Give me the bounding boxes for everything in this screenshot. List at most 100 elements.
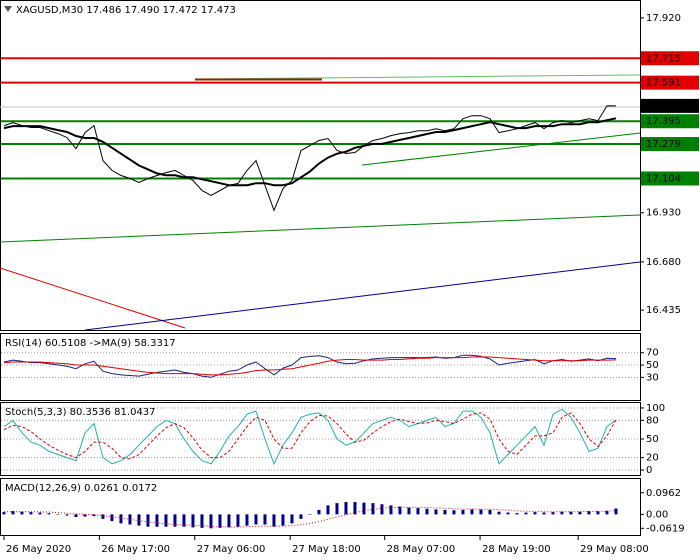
x-tick-label: 26 May 17:00 <box>101 544 170 555</box>
macd-bar <box>614 508 618 515</box>
macd-bar <box>272 514 276 527</box>
panel-title: Stoch(5,3,3) 80.3536 81.0437 <box>5 407 156 418</box>
macd-bar <box>425 508 429 515</box>
y-tick-label: 80 <box>646 415 659 426</box>
macd-bar <box>308 514 312 515</box>
level-label: 17.279 <box>646 139 681 150</box>
macd-bar <box>578 511 582 515</box>
level-label-box <box>641 114 699 129</box>
x-tick-label: 27 May 18:00 <box>292 544 361 555</box>
macd-bar <box>245 514 249 526</box>
macd-bar <box>137 514 141 526</box>
macd-bar <box>353 502 357 515</box>
y-tick-label: 30 <box>646 372 659 383</box>
x-tick-label: 27 May 06:00 <box>197 544 266 555</box>
x-tick-label: 28 May 19:00 <box>482 544 551 555</box>
macd-bar <box>569 511 573 515</box>
macd-bar <box>452 510 456 515</box>
x-tick-label: 26 May 2020 <box>6 544 71 555</box>
macd-bar <box>146 514 150 527</box>
trend-line <box>84 261 641 331</box>
macd-bar <box>587 511 591 515</box>
y-tick-label: -0.0619 <box>646 523 685 534</box>
y-tick-label: 50 <box>646 434 659 445</box>
series-line <box>3 354 617 378</box>
macd-bar <box>209 514 213 529</box>
y-tick-label: 20 <box>646 453 659 464</box>
moving-average-line <box>3 117 617 187</box>
macd-bar <box>335 503 339 515</box>
trend-line <box>0 214 641 243</box>
x-tick-label: 28 May 07:00 <box>387 544 456 555</box>
level-label: 17.104 <box>646 173 681 184</box>
macd-bar <box>29 512 33 515</box>
y-tick-label: 0.0962 <box>646 488 681 499</box>
level-label-box <box>641 137 699 152</box>
y-tick-label: 16.930 <box>646 208 681 219</box>
macd-bar <box>173 514 177 527</box>
y-tick-label: 50 <box>646 360 659 371</box>
macd-bar <box>317 509 321 515</box>
macd-bar <box>290 514 294 524</box>
trend-line <box>361 132 641 166</box>
y-tick-label: 0.00 <box>646 509 668 520</box>
macd-bar <box>326 505 330 515</box>
macd-bar <box>74 514 78 518</box>
y-tick-label: 100 <box>646 403 665 414</box>
macd-bar <box>236 514 240 527</box>
macd-bar <box>164 514 168 527</box>
macd-bar <box>524 512 528 515</box>
series-line <box>3 408 617 466</box>
macd-bar <box>470 509 474 515</box>
panel-title: RSI(14) 60.5108 ->MA(9) 58.3317 <box>5 338 176 349</box>
level-label-box <box>641 51 699 66</box>
macd-bar <box>281 514 285 526</box>
trend-lines <box>0 74 641 331</box>
macd-bar <box>101 514 105 519</box>
macd-bar <box>488 509 492 515</box>
level-label-box <box>641 171 699 186</box>
macd-bar <box>533 512 537 515</box>
macd-bar <box>407 507 411 515</box>
macd-bar <box>497 511 501 515</box>
macd-bar <box>434 509 438 515</box>
macd-bar <box>218 514 222 528</box>
macd-bar <box>461 509 465 515</box>
macd-bar <box>479 509 483 515</box>
macd-bar <box>344 502 348 515</box>
macd-bar <box>560 511 564 515</box>
macd-bar <box>254 514 258 525</box>
macd-bar <box>227 514 231 528</box>
level-label: 17.395 <box>646 116 681 127</box>
macd-bar <box>182 514 186 527</box>
last-price-label: 17.473 <box>646 101 681 112</box>
macd-bar <box>263 514 267 525</box>
y-tick-label: 70 <box>646 348 659 359</box>
y-tick-label: 0 <box>646 465 652 476</box>
macd-bar <box>20 511 24 515</box>
macd-bar <box>2 512 6 515</box>
macd-bar <box>11 511 15 515</box>
macd-frame <box>0 478 641 536</box>
series-line <box>3 356 617 376</box>
macd-bar <box>380 504 384 515</box>
level-label: 17.591 <box>646 78 681 89</box>
macd-bar <box>299 514 303 519</box>
panel-title: MACD(12,26,9) 0.0261 0.0172 <box>5 483 157 494</box>
x-tick-label: 29 May 08:00 <box>580 544 649 555</box>
macd-bar <box>155 514 159 527</box>
macd-bar <box>119 514 123 524</box>
macd-bar <box>389 505 393 515</box>
macd-bar <box>362 502 366 515</box>
macd-bar <box>551 512 555 515</box>
macd-bar <box>110 514 114 522</box>
macd-bar <box>506 512 510 515</box>
trend-line <box>194 74 641 80</box>
macd-bar <box>38 512 42 515</box>
level-label-box <box>641 75 699 90</box>
macd-bar <box>416 508 420 515</box>
macd-bar <box>515 513 519 515</box>
trend-line <box>0 267 186 329</box>
